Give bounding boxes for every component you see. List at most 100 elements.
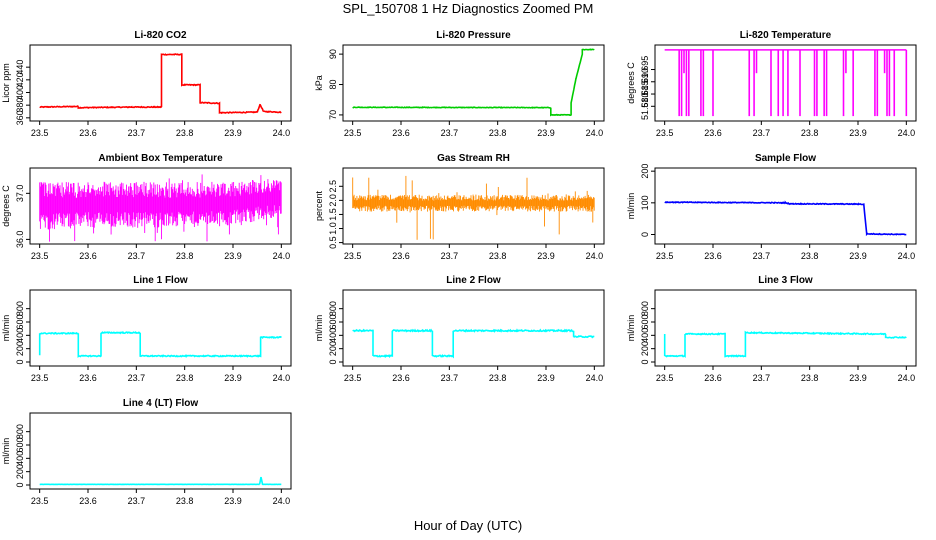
chart-panel-5: Gas Stream RH 23.5 23.6 23.7 23.8 23.9 24.0 0.5… <box>314 153 605 261</box>
x-tick-label: 23.8 <box>176 128 194 138</box>
y-axis-label: Licor ppm <box>1 63 11 103</box>
x-tick-label: 23.7 <box>441 128 459 138</box>
y-tick-label: 0 <box>640 359 650 364</box>
y-tick-label: 80 <box>328 80 338 90</box>
panel-title: Li-820 Pressure <box>436 30 511 41</box>
chart-panel-7: Line 1 Flow 23.5 23.6 23.7 23.8 23.9 24.0 0 2004… <box>1 275 292 383</box>
plot-frame <box>342 44 605 122</box>
y-tick-label: 600 <box>328 314 338 329</box>
panel-title: Line 1 Flow <box>133 275 188 286</box>
panel-title: Line 3 Flow <box>758 275 813 286</box>
y-axis-label: ml/min <box>626 193 636 220</box>
y-tick-label: 400 <box>640 328 650 343</box>
plot-frame <box>29 44 292 122</box>
x-tick-label: 23.6 <box>79 251 97 261</box>
x-tick-label: 23.6 <box>392 251 410 261</box>
y-tick-label: 200 <box>15 341 25 356</box>
chart-panel-1: Li-820 CO2 23.5 23.6 23.7 23.8 23.9 24.0 360380… <box>1 30 292 138</box>
panel-title: Li-820 Temperature <box>740 30 832 41</box>
y-axis-label: degrees C <box>626 62 636 104</box>
y-tick-label: 70 <box>328 110 338 120</box>
y-tick-label: 51.690 <box>640 68 650 96</box>
series-line <box>38 330 282 358</box>
chart-panel-8: Line 2 Flow 23.5 23.6 23.7 23.8 23.9 24.0 0 2004… <box>314 275 605 383</box>
x-tick-label: 23.9 <box>537 373 555 383</box>
x-tick-label: 23.5 <box>344 128 362 138</box>
x-tick-label: 23.9 <box>849 128 867 138</box>
x-tick-label: 23.5 <box>656 128 674 138</box>
y-axis-label: degrees C <box>1 185 11 227</box>
y-tick-label: 0 <box>15 482 25 487</box>
data-series <box>39 174 282 242</box>
y-tick-label: 800 <box>15 424 25 439</box>
x-tick-label: 23.9 <box>224 251 242 261</box>
y-axis-label: ml/min <box>1 315 11 342</box>
panel-title: Ambient Box Temperature <box>98 153 223 164</box>
chart-panel-10: Line 4 (LT) Flow 23.5 23.6 23.7 23.8 23.9 24.0… <box>1 398 292 506</box>
y-tick-label: 1.5 <box>328 208 338 221</box>
x-tick-label: 23.5 <box>344 251 362 261</box>
x-tick-label: 24.0 <box>273 373 291 383</box>
y-tick-label: 420 <box>15 72 25 87</box>
y-tick-label: 37.0 <box>15 185 25 203</box>
data-series <box>663 330 907 358</box>
y-tick-label: 51.695 <box>640 56 650 84</box>
data-series <box>352 175 595 240</box>
x-tick-label: 23.7 <box>128 496 146 506</box>
x-tick-label: 24.0 <box>586 251 604 261</box>
x-tick-label: 24.0 <box>586 373 604 383</box>
x-tick-label: 23.5 <box>31 251 49 261</box>
x-tick-label: 23.7 <box>128 128 146 138</box>
plot-frame <box>654 44 917 122</box>
y-tick-label: 800 <box>640 301 650 316</box>
x-tick-label: 23.9 <box>224 496 242 506</box>
figure-title: SPL_150708 1 Hz Diagnostics Zoomed PM <box>342 1 594 16</box>
x-tick-label: 23.8 <box>176 496 194 506</box>
y-tick-label: 36.0 <box>15 231 25 249</box>
x-tick-label: 23.6 <box>392 128 410 138</box>
y-tick-label: 1.0 <box>328 222 338 235</box>
series-line <box>39 53 282 115</box>
x-tick-label: 23.7 <box>441 373 459 383</box>
y-tick-label: 100 <box>640 195 650 210</box>
y-tick-label: 200 <box>15 464 25 479</box>
data-series <box>352 328 595 359</box>
x-tick-label: 23.8 <box>489 128 507 138</box>
y-tick-label: 600 <box>15 437 25 452</box>
series-line <box>352 328 595 359</box>
x-tick-label: 23.6 <box>79 496 97 506</box>
x-tick-label: 23.8 <box>489 373 507 383</box>
plot-frame <box>29 289 292 367</box>
x-tick-label: 23.7 <box>753 373 771 383</box>
x-tick-label: 23.7 <box>753 128 771 138</box>
y-tick-label: 90 <box>328 49 338 59</box>
y-tick-label: 2.5 <box>328 180 338 193</box>
x-tick-label: 23.5 <box>344 373 362 383</box>
x-tick-label: 23.5 <box>656 373 674 383</box>
x-tick-label: 24.0 <box>898 373 916 383</box>
x-tick-label: 23.6 <box>392 373 410 383</box>
y-tick-label: 400 <box>15 328 25 343</box>
x-tick-label: 23.9 <box>849 373 867 383</box>
x-axis-title: Hour of Day (UTC) <box>413 518 523 533</box>
plot-frame <box>342 167 605 245</box>
x-tick-label: 24.0 <box>273 128 291 138</box>
x-tick-label: 24.0 <box>898 251 916 261</box>
x-tick-label: 23.6 <box>704 373 722 383</box>
x-tick-label: 23.5 <box>31 128 49 138</box>
x-tick-label: 23.8 <box>176 373 194 383</box>
x-tick-label: 23.9 <box>224 128 242 138</box>
series-line <box>663 330 907 358</box>
y-tick-label: 400 <box>15 451 25 466</box>
y-tick-label: 440 <box>15 60 25 75</box>
y-tick-label: 0 <box>15 359 25 364</box>
panel-title: Line 4 (LT) Flow <box>123 398 199 409</box>
x-tick-label: 23.6 <box>79 373 97 383</box>
y-tick-label: 380 <box>15 98 25 113</box>
x-tick-label: 24.0 <box>586 128 604 138</box>
x-tick-label: 24.0 <box>898 128 916 138</box>
y-tick-label: 0 <box>640 232 650 237</box>
y-tick-label: 2.0 <box>328 194 338 207</box>
